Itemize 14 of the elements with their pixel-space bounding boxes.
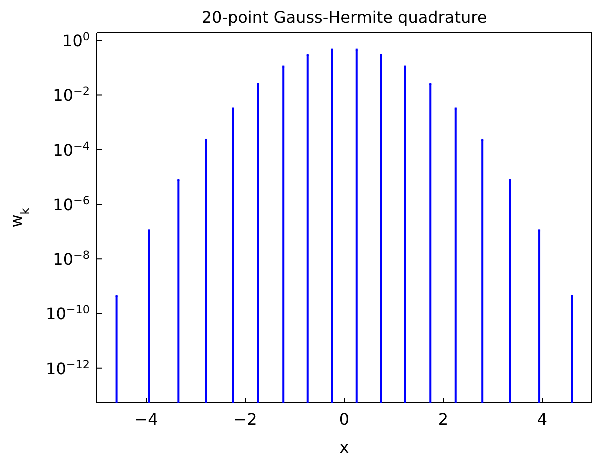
y-tick-label: 10$^{−10}$ <box>46 303 90 324</box>
chart-title: 20-point Gauss-Hermite quadrature <box>200 8 488 27</box>
y-tick-label: 10$^{−6}$ <box>53 194 90 214</box>
y-tick-label: 10$^{−2}$ <box>53 84 90 106</box>
x-tick-label: 2 <box>438 410 449 429</box>
x-tick-label: 4 <box>537 410 548 429</box>
y-tick-label: 10$^{−8}$ <box>53 248 90 270</box>
x-tick-label: −4 <box>134 410 158 429</box>
x-tick-label: 0 <box>339 410 350 429</box>
y-tick-label: 10$^{0}$ <box>62 30 90 51</box>
y-tick-label: 10$^{−12}$ <box>46 358 90 378</box>
x-tick-label: −2 <box>234 410 258 429</box>
y-tick-label: 10$^{−4}$ <box>53 139 90 160</box>
x-axis-title: x <box>340 438 350 457</box>
